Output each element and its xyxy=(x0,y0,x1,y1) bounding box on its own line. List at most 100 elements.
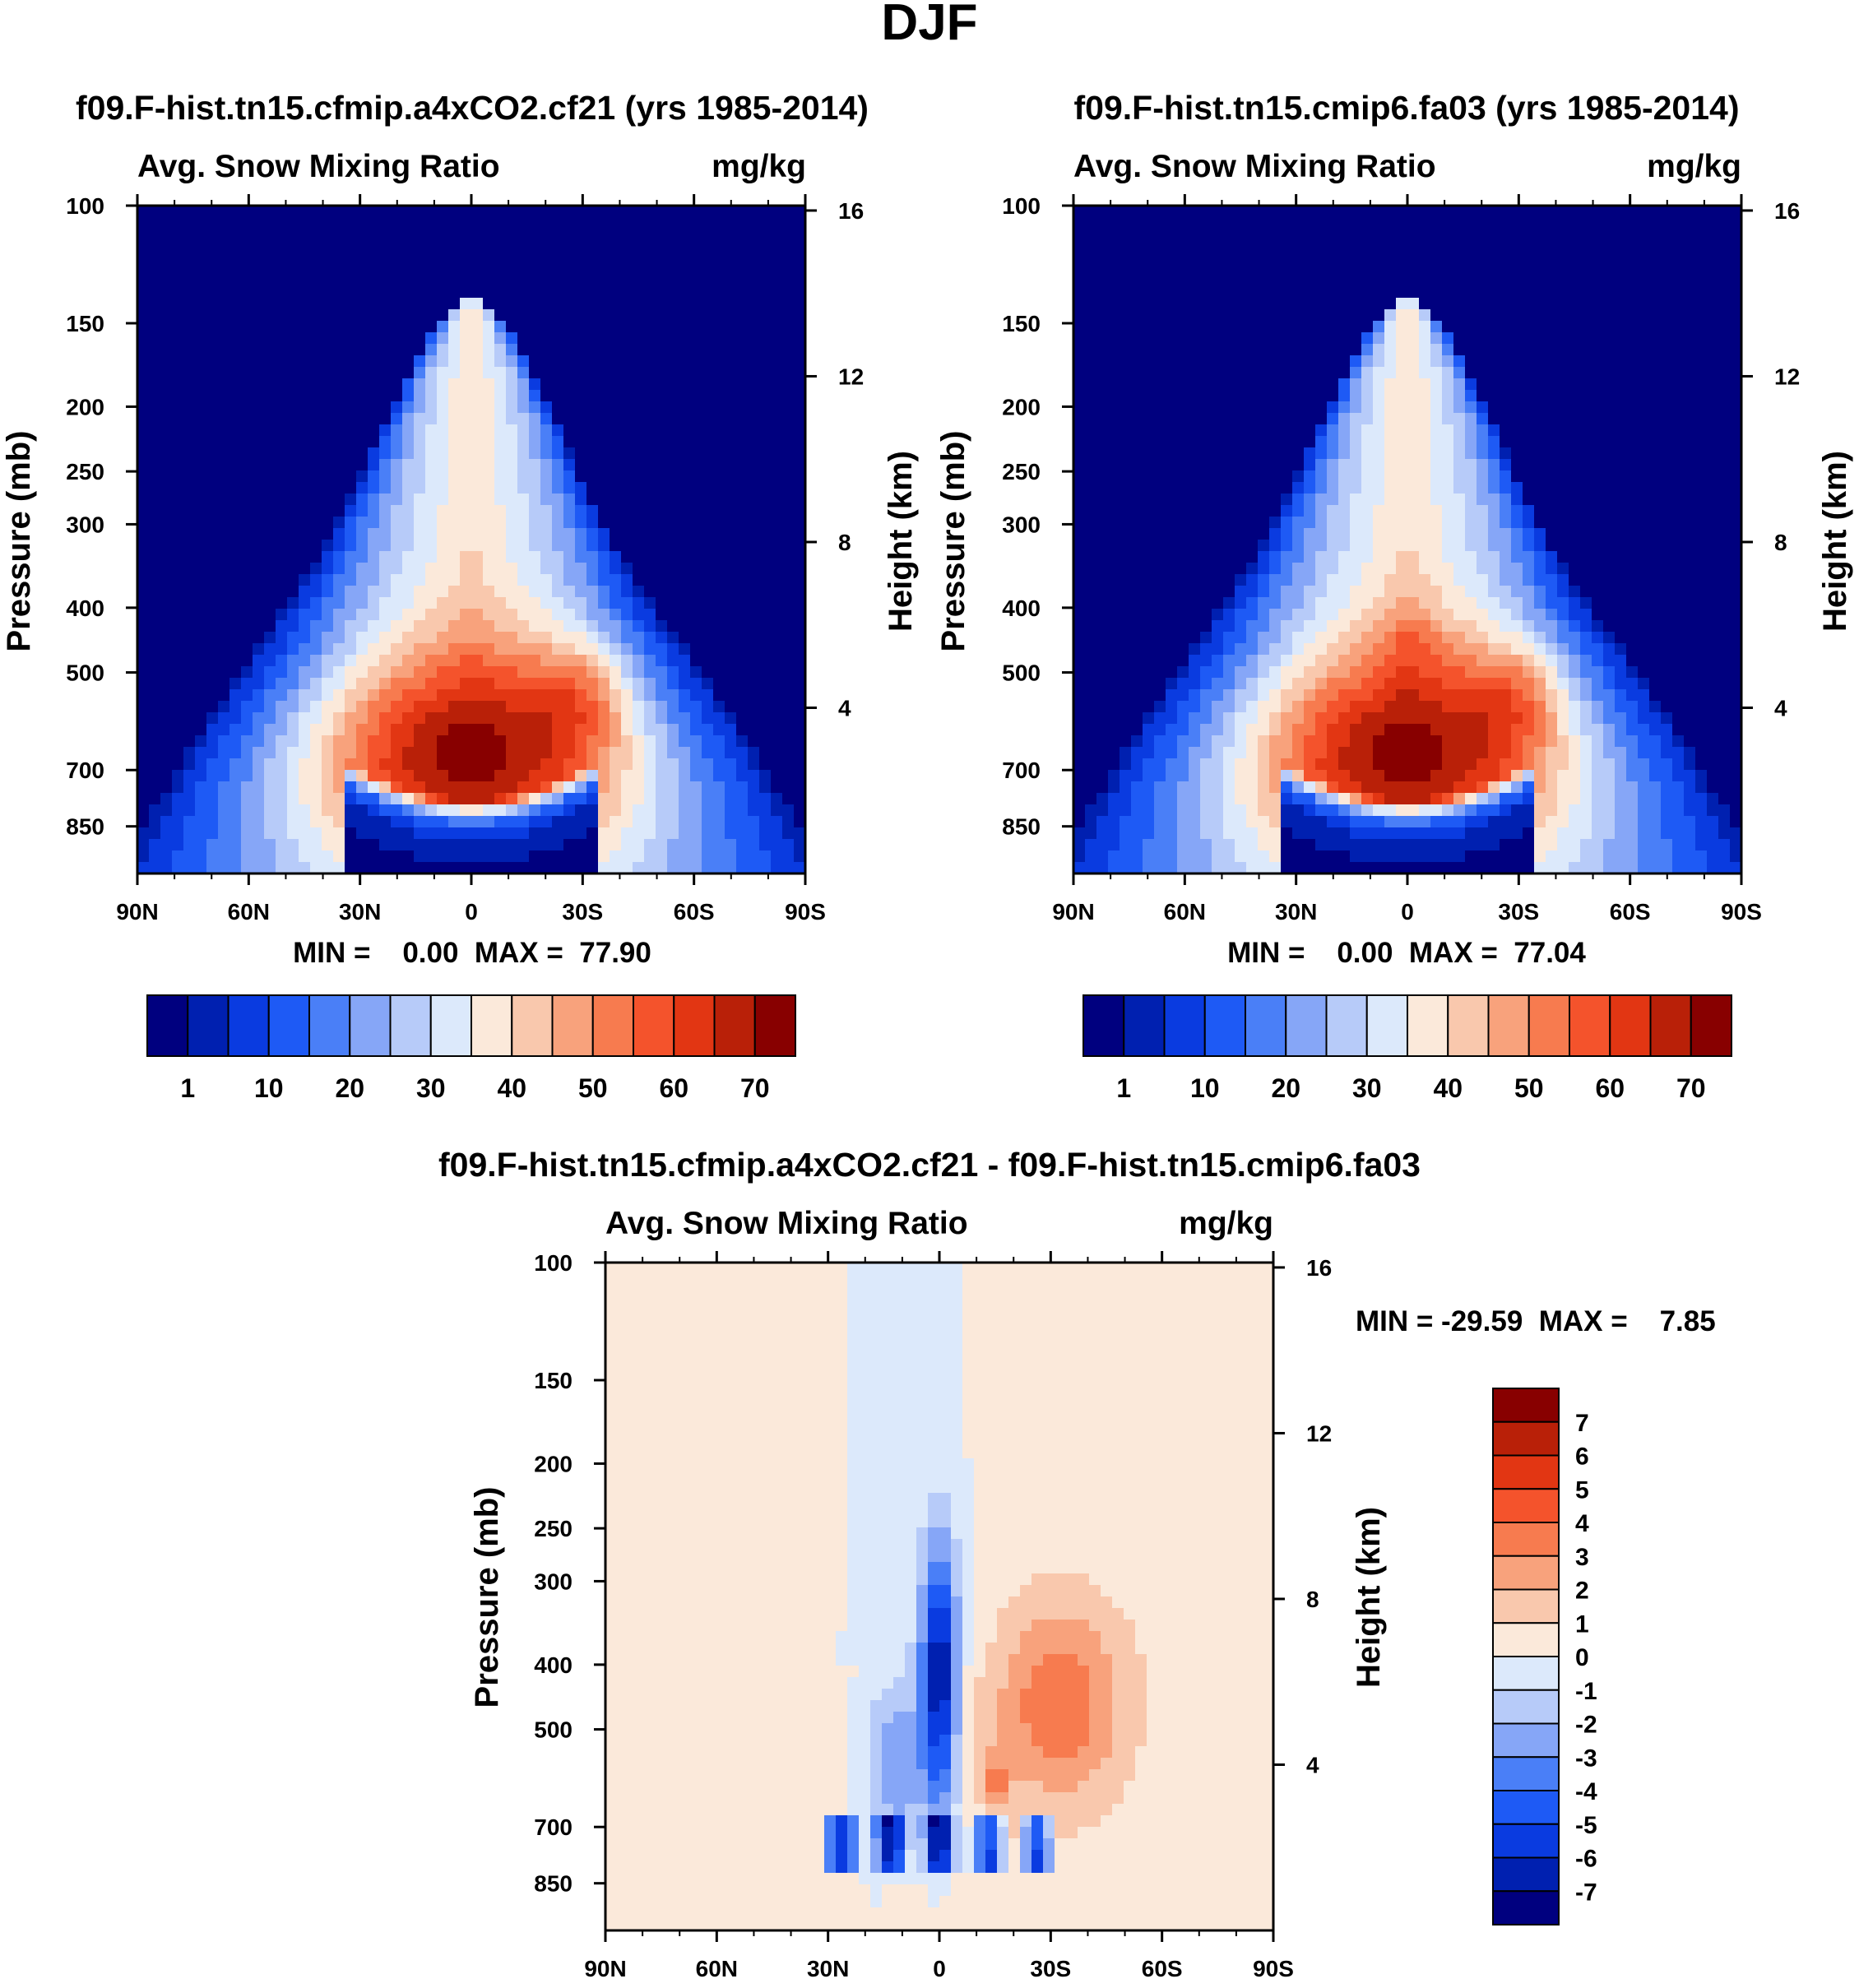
heatmap-cell xyxy=(137,390,150,402)
heatmap-cell xyxy=(610,563,622,575)
heatmap-cell xyxy=(782,609,795,621)
heatmap-cell xyxy=(644,540,656,552)
heatmap-cell xyxy=(679,263,691,276)
heatmap-cell xyxy=(1235,378,1247,391)
heatmap-cell xyxy=(736,424,749,437)
heatmap-cell xyxy=(1189,494,1201,506)
heatmap-cell xyxy=(425,447,438,460)
heatmap-cell xyxy=(713,758,726,771)
heatmap-cell xyxy=(1292,459,1305,471)
heatmap-cell xyxy=(241,689,253,702)
heatmap-cell xyxy=(299,494,311,506)
heatmap-cell xyxy=(229,470,242,483)
heatmap-cell xyxy=(183,459,196,471)
heatmap-cell xyxy=(529,850,541,863)
heatmap-cell xyxy=(771,747,783,759)
heatmap-cell xyxy=(253,528,265,540)
heatmap-cell xyxy=(598,712,610,725)
heatmap-cell xyxy=(633,505,645,517)
heatmap-cell xyxy=(137,413,150,425)
heatmap-cell xyxy=(1407,332,1420,345)
heatmap-cell xyxy=(137,298,150,310)
heatmap-cell xyxy=(437,206,449,218)
heatmap-cell xyxy=(759,735,772,748)
heatmap-cell xyxy=(264,770,276,782)
heatmap-cell xyxy=(264,781,276,794)
heatmap-cell xyxy=(690,793,702,805)
heatmap-cell xyxy=(1730,217,1742,229)
heatmap-cell xyxy=(253,701,265,713)
heatmap-cell xyxy=(633,816,645,828)
heatmap-cell xyxy=(506,632,518,644)
heatmap-cell xyxy=(1384,240,1397,253)
heatmap-cell xyxy=(333,470,345,483)
heatmap-cell xyxy=(794,424,806,437)
heatmap-cell xyxy=(1580,470,1592,483)
heatmap-cell xyxy=(160,401,173,414)
heatmap-cell xyxy=(610,747,622,759)
heatmap-cell xyxy=(1465,413,1477,425)
heatmap-cell xyxy=(644,401,656,414)
heatmap-cell xyxy=(1258,482,1270,494)
heatmap-cell xyxy=(183,666,196,679)
heatmap-cell xyxy=(771,839,783,851)
heatmap-cell xyxy=(1292,390,1305,402)
heatmap-cell xyxy=(287,620,299,633)
heatmap-cell xyxy=(172,309,184,322)
heatmap-cell xyxy=(183,275,196,287)
heatmap-cell xyxy=(494,632,507,644)
heatmap-cell xyxy=(1707,413,1719,425)
heatmap-cell xyxy=(725,240,737,253)
figure-title: DJF xyxy=(881,0,977,51)
heatmap-cell xyxy=(1580,482,1592,494)
heatmap-cell xyxy=(1120,286,1132,299)
heatmap-cell xyxy=(725,459,737,471)
heatmap-cell xyxy=(633,551,645,563)
heatmap-cell xyxy=(149,701,161,713)
heatmap-cell xyxy=(506,540,518,552)
heatmap-cell xyxy=(460,597,472,609)
heatmap-cell xyxy=(241,367,253,379)
heatmap-cell xyxy=(276,735,288,748)
heatmap-cell xyxy=(1269,367,1282,379)
heatmap-cell xyxy=(610,390,622,402)
heatmap-cell xyxy=(610,804,622,817)
heatmap-cell xyxy=(1246,321,1259,333)
heatmap-cell xyxy=(713,827,726,840)
heatmap-cell xyxy=(1223,286,1235,299)
heatmap-cell xyxy=(1200,344,1212,356)
heatmap-cell xyxy=(644,689,656,702)
heatmap-cell xyxy=(759,770,772,782)
heatmap-cell xyxy=(621,505,633,517)
heatmap-cell xyxy=(460,344,472,356)
heatmap-cell xyxy=(1488,275,1500,287)
heatmap-cell xyxy=(253,827,265,840)
heatmap-cell xyxy=(379,528,392,540)
heatmap-cell xyxy=(1453,298,1466,310)
heatmap-cell xyxy=(299,551,311,563)
heatmap-cell xyxy=(1292,275,1305,287)
heatmap-cell xyxy=(679,724,691,736)
heatmap-cell xyxy=(1442,436,1454,448)
heatmap-cell xyxy=(529,390,541,402)
heatmap-cell xyxy=(264,367,276,379)
heatmap-cell xyxy=(402,793,415,805)
heatmap-cell xyxy=(345,793,357,805)
heatmap-cell xyxy=(644,447,656,460)
heatmap-cell xyxy=(529,482,541,494)
heatmap-cell xyxy=(1695,240,1708,253)
heatmap-cell xyxy=(1361,321,1374,333)
heatmap-cell xyxy=(425,574,438,586)
heatmap-cell xyxy=(1592,401,1604,414)
heatmap-cell xyxy=(460,321,472,333)
heatmap-cell xyxy=(368,229,380,241)
heatmap-cell xyxy=(748,494,760,506)
heatmap-cell xyxy=(690,344,702,356)
heatmap-cell xyxy=(690,459,702,471)
heatmap-cell xyxy=(160,735,173,748)
heatmap-cell xyxy=(276,517,288,529)
heatmap-cell xyxy=(759,781,772,794)
colorbar-box xyxy=(187,994,229,1057)
heatmap-cell xyxy=(702,517,714,529)
heatmap-cell xyxy=(610,551,622,563)
